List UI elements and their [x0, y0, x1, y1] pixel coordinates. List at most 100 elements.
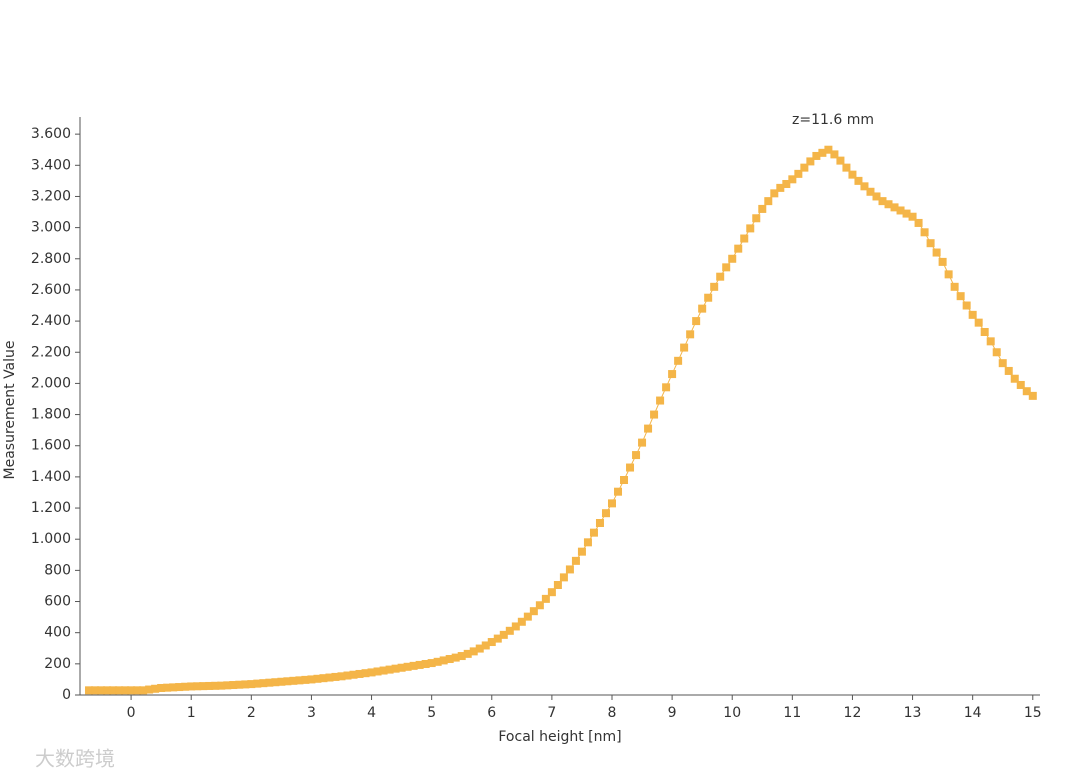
y-tick-label: 1.600 [31, 438, 71, 454]
marker [199, 682, 208, 691]
x-tick-label: 12 [844, 705, 862, 721]
marker [325, 673, 334, 682]
marker [626, 463, 635, 472]
marker [175, 683, 184, 692]
marker [656, 396, 665, 405]
marker [607, 499, 616, 508]
marker [620, 476, 629, 485]
marker [872, 192, 881, 201]
marker [421, 659, 430, 668]
marker [277, 677, 286, 686]
marker [157, 683, 166, 692]
marker [505, 626, 514, 635]
marker [289, 676, 298, 685]
marker [734, 244, 743, 253]
marker [367, 668, 376, 677]
marker [235, 680, 244, 689]
marker [896, 206, 905, 215]
y-tick-label: 2.600 [31, 282, 71, 298]
series-line [89, 149, 1034, 691]
marker [181, 682, 190, 691]
x-tick-label: 10 [723, 705, 741, 721]
marker [355, 669, 364, 678]
marker [878, 197, 887, 206]
x-tick-label: 8 [608, 705, 617, 721]
marker [589, 528, 598, 537]
marker [920, 228, 929, 237]
marker [950, 282, 959, 291]
marker [169, 683, 178, 692]
marker [1016, 380, 1025, 389]
marker [511, 622, 520, 631]
marker [818, 148, 827, 157]
marker [349, 670, 358, 679]
x-tick-label: 7 [547, 705, 556, 721]
marker [962, 301, 971, 310]
marker [1010, 374, 1019, 383]
marker [541, 594, 550, 603]
y-tick-label: 2.200 [31, 344, 71, 360]
marker [758, 204, 767, 213]
marker [313, 674, 322, 683]
marker [115, 686, 124, 695]
y-tick-label: 200 [44, 656, 71, 672]
y-tick-label: 1.400 [31, 469, 71, 485]
marker [403, 662, 412, 671]
marker [794, 169, 803, 178]
marker [926, 239, 935, 248]
marker [902, 209, 911, 218]
marker [109, 686, 118, 695]
marker [241, 680, 250, 689]
marker [968, 310, 977, 319]
marker [770, 189, 779, 198]
marker [866, 187, 875, 196]
marker [397, 663, 406, 672]
marker [986, 337, 995, 346]
marker [674, 356, 683, 365]
marker [974, 318, 983, 327]
marker [163, 683, 172, 692]
marker [523, 612, 532, 621]
marker [884, 200, 893, 209]
marker [722, 263, 731, 272]
marker [740, 234, 749, 243]
marker [746, 224, 755, 233]
marker [475, 644, 484, 653]
marker [331, 672, 340, 681]
marker [728, 254, 737, 263]
marker [632, 451, 641, 460]
y-tick-label: 0 [62, 687, 71, 703]
marker [139, 686, 148, 695]
marker [547, 588, 556, 597]
marker [998, 359, 1007, 368]
marker [806, 157, 815, 166]
marker [559, 573, 568, 582]
marker [800, 163, 809, 172]
y-tick-label: 800 [44, 562, 71, 578]
marker [385, 665, 394, 674]
marker [764, 197, 773, 206]
marker [854, 176, 863, 185]
marker [517, 617, 526, 626]
marker [91, 686, 100, 695]
y-tick-label: 1.200 [31, 500, 71, 516]
marker [337, 672, 346, 681]
marker [776, 183, 785, 192]
x-tick-label: 0 [127, 705, 136, 721]
marker [830, 150, 839, 159]
marker [463, 649, 472, 658]
marker [938, 257, 947, 266]
marker [205, 681, 214, 690]
marker [571, 556, 580, 565]
marker [247, 680, 256, 689]
marker [980, 327, 989, 336]
marker [638, 438, 647, 447]
marker [265, 678, 274, 687]
marker [1022, 387, 1031, 396]
marker [716, 272, 725, 281]
marker [85, 686, 94, 695]
marker [121, 686, 130, 695]
marker [553, 581, 562, 590]
x-tick-label: 4 [367, 705, 376, 721]
